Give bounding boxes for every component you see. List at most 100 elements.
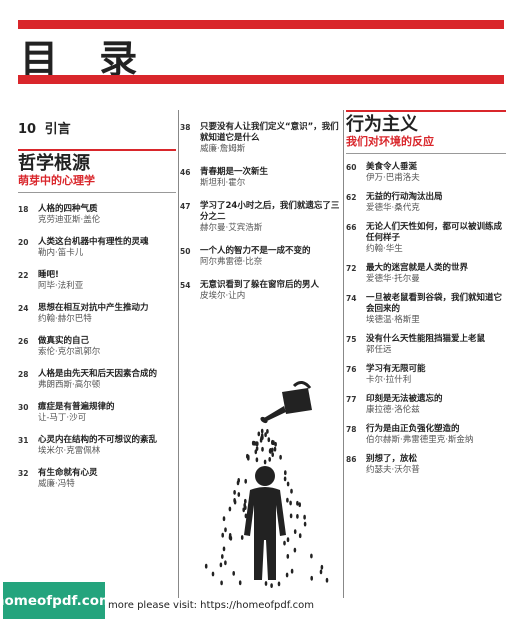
toc-entry[interactable]: 24 思想在相互对抗中产生推动力 约翰·赫尔巴特 (18, 303, 176, 325)
toc-entry[interactable]: 76 学习有无限可能 卡尔·拉什利 (346, 364, 506, 386)
toc-entry[interactable]: 72 最大的迷宫就是人类的世界 爱德华·托尔曼 (346, 263, 506, 285)
entry-author: 约翰·赫尔巴特 (38, 314, 92, 324)
toc-entry[interactable]: 26 做真实的自己 索伦·克尔凯郭尔 (18, 336, 176, 358)
toc-column-3: 行为主义 我们对环境的反应 60 美食令人垂涎 伊万·巴甫洛夫 62 无益的行动淘汰出局… (346, 110, 506, 476)
toc-entry[interactable]: 28 人格是由先天和后天因素合成的 弗朗西斯·高尔顿 (18, 369, 176, 391)
entry-author: 阿毕·法利亚 (38, 281, 84, 291)
entry-author: 康拉德·洛伦兹 (366, 405, 420, 415)
water-drop-icon (252, 440, 256, 446)
entry-author: 克劳迪亚斯·盖伦 (38, 215, 101, 225)
water-drop-icon (283, 540, 286, 546)
footer-link-text[interactable]: more please visit: https://homeofpdf.com (108, 600, 315, 611)
entry-title: 别想了，放松 (366, 454, 418, 464)
water-drop-icon (261, 446, 264, 452)
water-drop-icon (283, 476, 287, 482)
toc-entry[interactable]: 31 心灵内在结构的不可想议的紊乱 埃米尔·克雷佩林 (18, 435, 176, 457)
entry-author: 威廉·詹姆斯 (200, 144, 246, 154)
section-rule (18, 149, 176, 151)
water-drop-icon (270, 583, 273, 588)
toc-entry[interactable]: 50 一个人的智力不是一成不变的 阿尔弗雷德·比奈 (180, 246, 340, 268)
entry-title: 没有什么天性能阻挡猫爱上老鼠 (366, 334, 486, 344)
toc-entry[interactable]: 20 人类这台机器中有理性的灵魂 勒内·笛卡儿 (18, 237, 176, 259)
toc-entries: 38 只要没有人让我们定义“意识”，我们就知道它是什么 威廉·詹姆斯 46 青春期是一次… (180, 122, 340, 302)
water-drop-icon (268, 457, 271, 462)
water-drop-icon (257, 431, 261, 437)
toc-entry[interactable]: 54 无意识看到了躲在窗帘后的男人 皮埃尔·让内 (180, 280, 340, 302)
intro-entry[interactable]: 10 引言 (18, 118, 176, 137)
water-drop-icon (255, 457, 259, 463)
water-drop-icon (244, 505, 247, 510)
entry-author: 埃德温·格斯里 (366, 315, 420, 325)
section-subtitle: 我们对环境的反应 (346, 135, 434, 148)
entry-page-number: 78 (346, 425, 357, 434)
toc-entry[interactable]: 74 一旦被老鼠看到谷袋，我们就知道它会回来的 埃德温·格斯里 (346, 293, 506, 326)
toc-entry[interactable]: 46 青春期是一次新生 斯坦利·霍尔 (180, 167, 340, 189)
toc-entry[interactable]: 60 美食令人垂涎 伊万·巴甫洛夫 (346, 162, 506, 184)
section-title[interactable]: 行为主义 (346, 114, 418, 135)
entry-page-number: 66 (346, 223, 357, 232)
entry-title: 无意识看到了躲在窗帘后的男人 (200, 280, 320, 290)
water-drop-icon (219, 562, 223, 568)
site-badge[interactable]: homeofpdf.com (0, 582, 113, 619)
toc-entry[interactable]: 38 只要没有人让我们定义“意识”，我们就知道它是什么 威廉·詹姆斯 (180, 122, 340, 155)
water-drop-icon (284, 470, 287, 476)
entry-author: 伯尔赫斯·弗雷德里克·斯金纳 (366, 435, 474, 445)
water-drop-icon (293, 547, 297, 553)
entry-page-number: 18 (18, 205, 29, 214)
toc-entries: 18 人格的四种气质 克劳迪亚斯·盖伦 20 人类这台机器中有理性的灵魂 勒内·笛卡儿 22… (18, 204, 176, 490)
entry-author: 赫尔曼·艾宾浩斯 (200, 223, 263, 233)
toc-entry[interactable]: 77 印刻是无法被遗忘的 康拉德·洛伦兹 (346, 394, 506, 416)
entry-page-number: 38 (180, 123, 191, 132)
water-drop-icon (296, 500, 299, 506)
water-drop-icon (204, 563, 208, 569)
toc-entry[interactable]: 66 无论人们天性如何，都可以被训练成任何样子 约翰·华生 (346, 222, 506, 255)
water-drop-icon (286, 481, 290, 487)
entry-title: 只要没有人让我们定义“意识”，我们就知道它是什么 (200, 122, 339, 143)
title-bottom-red-rule (18, 75, 504, 84)
intro-label: 引言 (44, 122, 71, 137)
entry-page-number: 60 (346, 163, 357, 172)
entry-author: 约瑟夫·沃尔普 (366, 465, 420, 475)
toc-entry[interactable]: 32 有生命就有心灵 威廉·冯特 (18, 468, 176, 490)
entry-title: 学习有无限可能 (366, 364, 426, 374)
intro-page: 10 (18, 122, 37, 137)
entry-title: 美食令人垂涎 (366, 162, 418, 172)
entry-page-number: 62 (346, 193, 357, 202)
watering-can-over-person-icon (204, 381, 329, 588)
toc-entry[interactable]: 30 癔症是有普遍规律的 让-马丁·沙可 (18, 402, 176, 424)
toc-entry[interactable]: 47 学习了24小时之后，我们就遗忘了三分之二 赫尔曼·艾宾浩斯 (180, 201, 340, 234)
water-drop-icon (286, 497, 289, 503)
water-drop-icon (244, 478, 247, 484)
toc-entry[interactable]: 22 睡吧! 阿毕·法利亚 (18, 270, 176, 292)
water-drop-icon (237, 492, 241, 497)
water-drop-icon (274, 441, 277, 447)
toc-column-1: 10 引言 哲学根源 萌芽中的心理学 18 人格的四种气质 克劳迪亚斯·盖伦 20 人类… (18, 110, 176, 490)
toc-entry[interactable]: 75 没有什么天性能阻挡猫爱上老鼠 郭任远 (346, 334, 506, 356)
entry-title: 思想在相互对抗中产生推动力 (38, 303, 149, 313)
person-icon (244, 466, 286, 580)
water-drop-icon (246, 453, 249, 459)
water-drop-icon (229, 535, 233, 541)
water-drop-icon (264, 581, 268, 586)
entry-page-number: 46 (180, 168, 191, 177)
toc-entry[interactable]: 78 行为是由正负强化塑造的 伯尔赫斯·弗雷德里克·斯金纳 (346, 424, 506, 446)
toc-entry[interactable]: 86 别想了，放松 约瑟夫·沃尔普 (346, 454, 506, 476)
water-drop-icon (319, 569, 323, 575)
section-title[interactable]: 哲学根源 (18, 153, 90, 174)
toc-entry[interactable]: 62 无益的行动淘汰出局 爱德华·桑代克 (346, 192, 506, 214)
entry-author: 索伦·克尔凯郭尔 (38, 347, 101, 357)
entry-page-number: 31 (18, 436, 29, 445)
entry-page-number: 54 (180, 281, 191, 290)
entry-page-number: 76 (346, 365, 357, 374)
water-drop-icon (286, 537, 290, 543)
water-drop-icon (290, 568, 294, 574)
water-drop-icon (285, 572, 289, 578)
water-drop-icon (263, 459, 267, 465)
water-drop-icon (298, 533, 302, 539)
entry-author: 爱德华·桑代克 (366, 203, 420, 213)
water-drop-icon (303, 521, 307, 527)
entry-page-number: 50 (180, 247, 191, 256)
toc-entry[interactable]: 18 人格的四种气质 克劳迪亚斯·盖伦 (18, 204, 176, 226)
entry-author: 郭任远 (366, 345, 392, 355)
column-divider (343, 110, 344, 598)
